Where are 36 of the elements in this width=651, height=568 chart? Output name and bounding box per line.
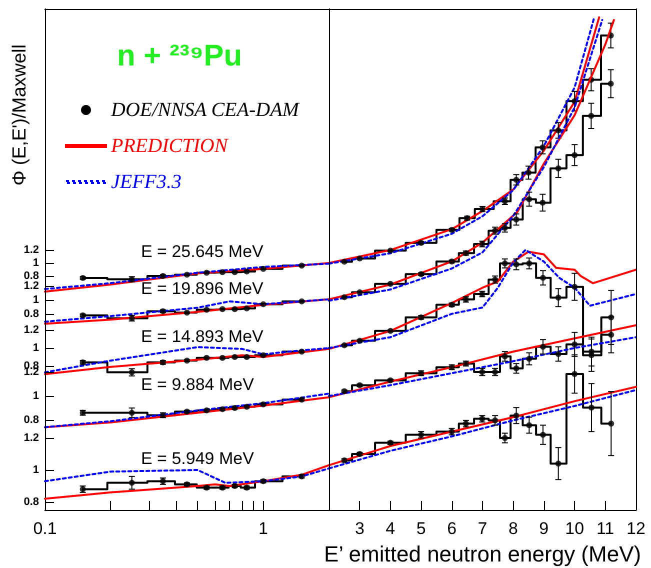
x-tick-label: 6	[447, 519, 457, 538]
x-tick-label: 5	[416, 519, 426, 538]
x-tick-label: 9	[539, 519, 549, 538]
x-axis-title: E’ emitted neutron energy (MeV)	[324, 541, 642, 566]
x-tick-label: 4	[386, 519, 396, 538]
legend-label: JEFF3.3	[111, 171, 182, 193]
y-tick-label: 1	[32, 464, 39, 476]
x-tick-label: 12	[626, 519, 646, 538]
y-tick-label: 0.8	[24, 308, 39, 320]
x-tick-label: 3	[354, 519, 364, 538]
legend-label: DOE/NNSA CEA-DAM	[110, 99, 300, 121]
text: n + ²³⁹Pu	[117, 40, 242, 72]
annotation: E = 14.893 MeV	[141, 327, 264, 346]
annotation: E = 19.896 MeV	[141, 278, 264, 298]
y-tick-label: 1.2	[24, 432, 39, 444]
y-tick-label: 1.2	[24, 324, 39, 336]
annotation: E = 9.884 MeV	[141, 375, 255, 394]
x-tick-label: 7	[478, 519, 488, 538]
x-tick-label: 10	[565, 519, 584, 538]
y-tick-label: 0.8	[24, 414, 39, 426]
x-tick-label: 8	[508, 519, 518, 538]
y-tick-label: 1	[32, 342, 39, 354]
annotation: E = 5.949 MeV	[141, 448, 255, 468]
y-tick-label: 1.2	[24, 244, 39, 256]
x-tick-label: 11	[596, 519, 614, 538]
y-tick-label: 1.2	[24, 280, 39, 292]
legend-label: PREDICTION	[110, 135, 230, 157]
y-tick-label: 1	[32, 257, 39, 270]
y-tick-label: 1	[32, 294, 39, 306]
x-tick-label: 0.1	[33, 519, 57, 538]
annotation: E = 25.645 MeV	[141, 242, 264, 262]
x-tick-label: 1	[258, 519, 268, 538]
y-axis-title: Φ (E,E')/Maxwell	[10, 44, 30, 186]
y-tick-label: 0.8	[24, 496, 39, 508]
y-tick-label: 0.8	[24, 270, 39, 282]
y-tick-label: 1	[32, 390, 39, 402]
